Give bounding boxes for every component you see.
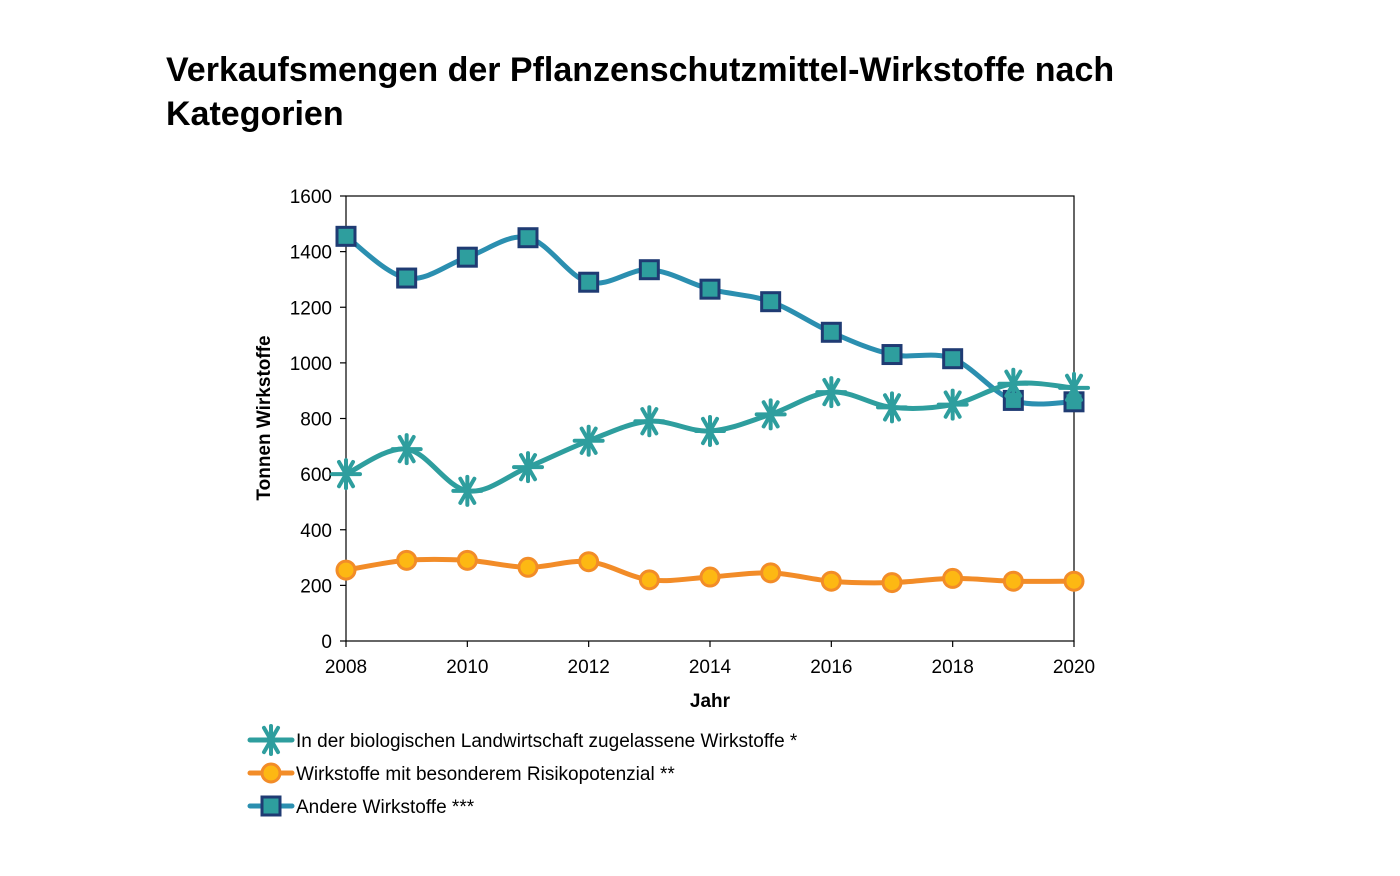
y-tick-label: 1400 [290,243,332,264]
legend: In der biologischen Landwirtschaft zugel… [247,724,798,818]
chart-title: Verkaufsmengen der Pflanzenschutzmittel-… [166,51,1115,133]
data-point-s0-5 [633,405,666,438]
x-tick-label: 2020 [1053,657,1095,678]
data-point-s0-2 [451,474,484,507]
legend-label-2: Andere Wirkstoffe *** [296,797,475,818]
data-point-s2-4 [578,271,600,293]
data-point-s2-8 [820,321,842,343]
data-point-s2-0 [335,225,357,247]
data-point-s0-3 [512,451,544,484]
series-line-2 [343,233,1077,407]
data-point-s1-8 [820,570,842,592]
y-tick-label: 800 [300,410,332,431]
data-point-s1-12 [1063,570,1085,592]
x-tick-label: 2012 [568,657,610,678]
data-point-s2-9 [881,344,903,366]
data-point-s0-11 [997,367,1030,400]
data-point-s2-1 [396,267,418,289]
legend-marker-1 [260,762,282,784]
data-point-s1-2 [456,549,478,571]
data-point-s0-10 [936,388,969,421]
data-point-s0-1 [390,433,423,466]
data-point-s0-6 [694,415,726,448]
data-point-s1-11 [1002,570,1024,592]
data-point-s2-3 [517,227,539,249]
data-point-s1-7 [760,562,782,584]
x-tick-label: 2018 [932,657,974,678]
data-point-s1-1 [396,549,418,571]
y-tick-label: 1600 [290,187,332,208]
y-tick-label: 600 [300,465,332,486]
data-point-s1-5 [638,569,660,591]
data-point-s0-0 [330,458,362,491]
y-tick-label: 1200 [290,298,332,319]
data-point-s0-4 [572,424,605,457]
data-point-s2-6 [699,278,721,300]
x-tick-label: 2010 [446,657,488,678]
y-tick-label: 400 [300,521,332,542]
y-tick-label: 0 [321,632,332,653]
x-tick-label: 2008 [325,657,367,678]
data-point-s2-2 [456,246,478,268]
data-point-s2-10 [942,348,964,370]
x-axis-title: Jahr [690,691,731,712]
x-tick-label: 2014 [689,657,732,678]
y-tick-label: 1000 [290,354,332,375]
legend-label-1: Wirkstoffe mit besonderem Risikopotenzia… [296,764,675,785]
legend-label-0: In der biologischen Landwirtschaft zugel… [296,731,798,752]
x-tick-label: 2016 [810,657,852,678]
data-point-s0-8 [815,376,848,409]
data-point-s0-9 [876,391,908,424]
data-point-s1-9 [881,572,903,594]
data-point-s1-10 [942,567,964,589]
legend-marker-0 [255,724,287,756]
y-tick-label: 200 [300,576,332,597]
axis-ticks: 0 200 400 600 800 1000 1200 1400 1600 2008 2010 201… [290,187,1095,678]
y-axis-title: Tonnen Wirkstoffe [254,335,275,500]
data-point-s1-4 [578,551,600,573]
data-point-s0-12 [1058,371,1090,404]
data-point-s0-7 [754,398,787,431]
data-point-s2-5 [638,259,660,281]
legend-marker-2 [260,795,282,817]
data-point-s1-6 [699,566,721,588]
data-point-s1-0 [335,559,357,581]
data-point-s2-7 [760,291,782,313]
series-markers [330,225,1090,594]
data-point-s1-3 [517,556,539,578]
